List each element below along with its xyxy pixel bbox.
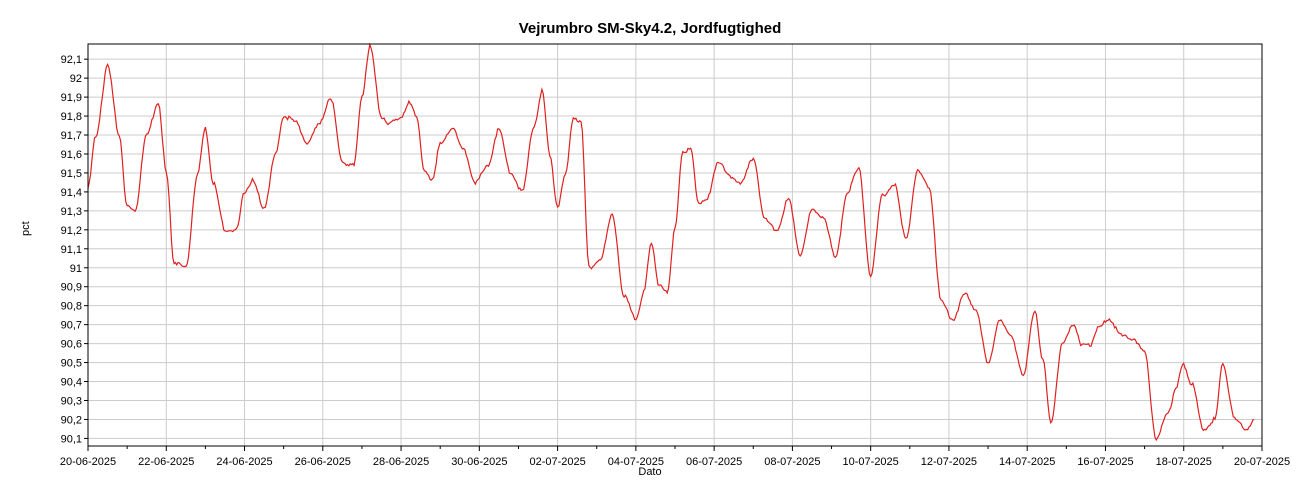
- x-tick-label: 04-07-2025: [608, 456, 664, 468]
- plot-border: [87, 43, 1263, 447]
- y-tick-label: 91: [70, 263, 82, 275]
- y-tick-label: 91,9: [61, 92, 82, 104]
- series-layer: [87, 42, 1255, 442]
- x-tick-label: 08-07-2025: [764, 456, 820, 468]
- x-tick-label: 16-07-2025: [1077, 456, 1133, 468]
- y-tick-label: 91,5: [61, 168, 82, 180]
- series-line: [87, 42, 1255, 442]
- y-tick-label: 90,1: [61, 433, 82, 445]
- x-tick-label: 02-07-2025: [529, 456, 585, 468]
- x-tick-label: 20-07-2025: [1234, 456, 1290, 468]
- y-tick-label: 91,4: [61, 187, 82, 199]
- y-tick-label: 90,7: [61, 320, 82, 332]
- y-tick-label: 91,6: [61, 149, 82, 161]
- y-tick-label: 91,3: [61, 206, 82, 218]
- y-tick-label: 90,2: [61, 414, 82, 426]
- x-tick-label: 30-06-2025: [451, 456, 507, 468]
- y-tick-label: 90,3: [61, 395, 82, 407]
- y-tick-label: 92: [70, 73, 82, 85]
- y-tick-label: 92,1: [61, 54, 82, 66]
- chart-title: Vejrumbro SM-Sky4.2, Jordfugtighed: [518, 20, 782, 37]
- x-tick-label: 12-07-2025: [921, 456, 977, 468]
- plot-area: [87, 43, 1263, 447]
- axes: 90,1 90,2 90,3 90,4 90,5 90,6 90,7 90,8 90,9 91 91…: [60, 54, 1290, 468]
- x-tick-label: 26-06-2025: [295, 456, 351, 468]
- y-tick-label: 90,5: [61, 358, 82, 370]
- x-tick-label: 20-06-2025: [60, 456, 116, 468]
- y-tick-label: 91,8: [61, 111, 82, 123]
- y-tick-label: 91,1: [61, 244, 82, 256]
- x-tick-label: 22-06-2025: [138, 456, 194, 468]
- y-tick-label: 91,2: [61, 225, 82, 237]
- x-tick-label: 24-06-2025: [216, 456, 272, 468]
- x-tick-label: 10-07-2025: [843, 456, 899, 468]
- y-tick-label: 90,6: [61, 339, 82, 351]
- x-tick-label: 14-07-2025: [999, 456, 1055, 468]
- x-tick-label: 18-07-2025: [1156, 456, 1212, 468]
- x-tick-label: 06-07-2025: [686, 456, 742, 468]
- y-tick-label: 90,9: [61, 282, 82, 294]
- x-axis-label: Dato: [638, 466, 662, 478]
- y-tick-label: 90,4: [61, 377, 82, 389]
- x-tick-label: 28-06-2025: [373, 456, 429, 468]
- y-axis-label: pct: [20, 221, 32, 236]
- y-tick-label: 91,7: [61, 130, 82, 142]
- y-tick-label: 90,8: [61, 301, 82, 313]
